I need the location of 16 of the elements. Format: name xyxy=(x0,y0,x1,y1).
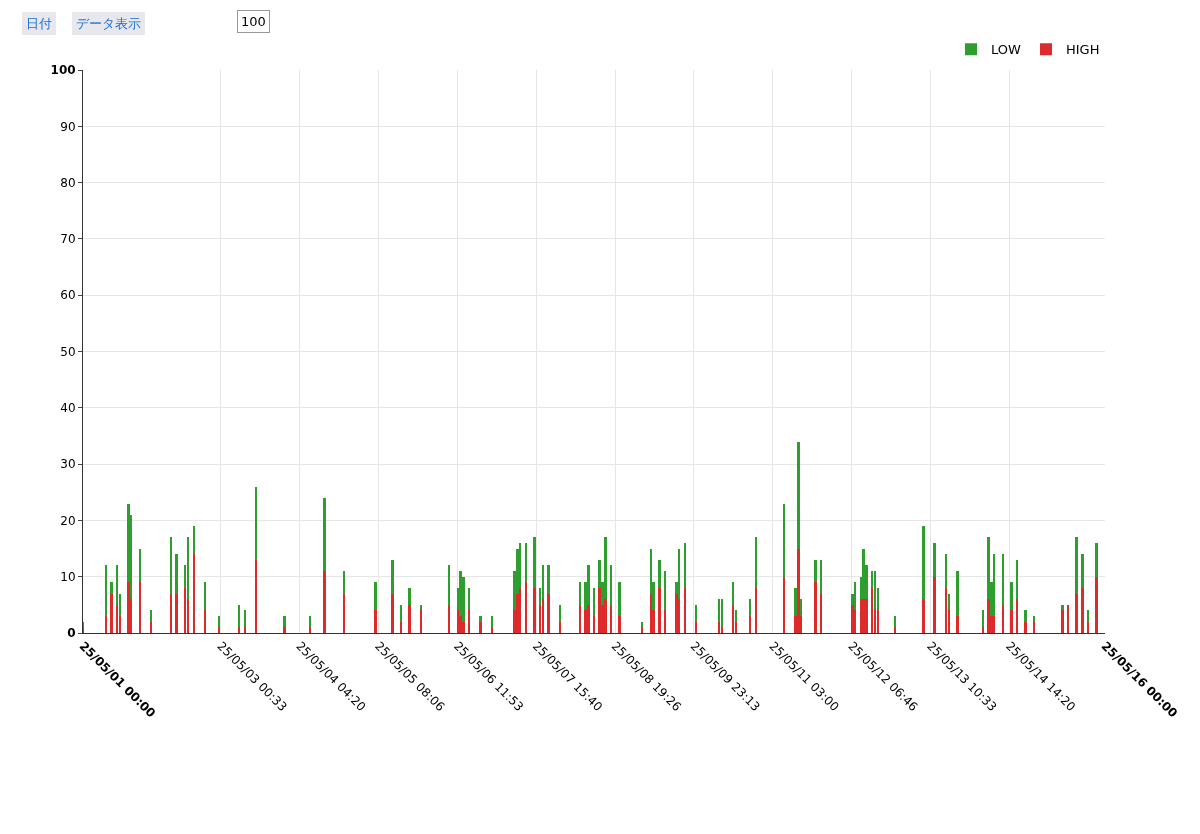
y-tick-label: 10 xyxy=(60,569,76,584)
y-tick-label: 40 xyxy=(60,401,76,415)
y-tick-label: 50 xyxy=(60,344,76,359)
y-tick-label: 60 xyxy=(60,288,76,303)
y-tick-label: 70 xyxy=(60,232,76,247)
legend-label: LOW xyxy=(991,42,1022,58)
y-tick-label: 20 xyxy=(60,513,76,528)
text: データ表示 xyxy=(76,16,141,31)
y-tick-label: 80 xyxy=(60,175,76,190)
legend-label: HIGH xyxy=(1066,42,1100,58)
y-tick-label: 100 xyxy=(50,63,76,78)
text: 100 xyxy=(241,14,266,29)
y-tick-label: 0 xyxy=(67,626,76,641)
y-tick-label: 90 xyxy=(60,119,76,134)
y-tick-label: 30 xyxy=(60,457,76,472)
text: 日付 xyxy=(26,16,52,31)
